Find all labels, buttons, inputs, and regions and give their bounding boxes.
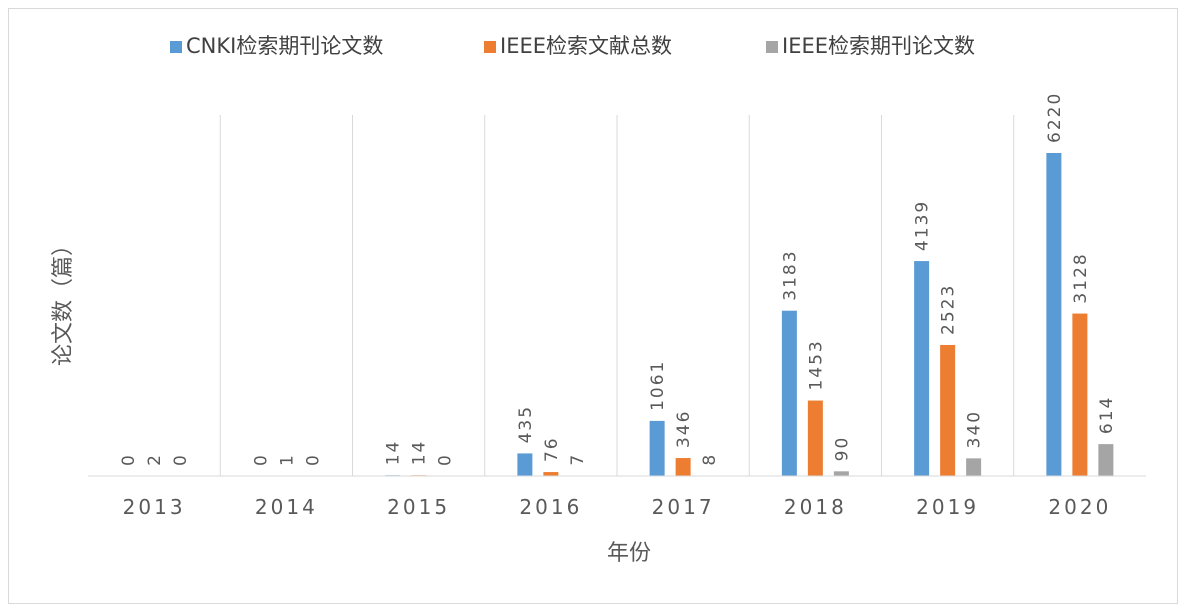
x-axis-title: 年份 (607, 541, 651, 566)
data-label: 0 (303, 453, 323, 466)
legend-swatch (484, 41, 496, 53)
chart-frame (8, 8, 1178, 604)
x-tick-label: 2014 (255, 495, 318, 519)
data-label: 3183 (780, 249, 800, 300)
data-label: 1453 (806, 339, 826, 390)
bar (1072, 313, 1088, 476)
data-label: 14 (384, 440, 404, 466)
bar (1098, 444, 1114, 476)
data-label: 0 (171, 453, 191, 466)
legend-entry: CNKI检索期刊论文数 (186, 34, 383, 58)
bar (914, 261, 930, 476)
x-tick-label: 2017 (652, 495, 715, 519)
data-label: 76 (542, 436, 562, 462)
y-axis-title: 论文数（篇） (51, 234, 76, 366)
legend-entry: IEEE检索期刊论文数 (782, 34, 975, 58)
bar (833, 471, 849, 476)
legend-swatch (170, 41, 182, 53)
data-label: 14 (410, 440, 430, 466)
bar (543, 472, 559, 476)
bar (781, 310, 797, 476)
data-label: 6220 (1045, 92, 1065, 143)
bar (675, 458, 691, 476)
bars (385, 153, 1114, 476)
bar (1046, 153, 1062, 476)
data-label: 614 (1097, 396, 1117, 434)
data-label: 1061 (648, 360, 668, 411)
data-label: 0 (119, 453, 139, 466)
legend-entry: IEEE检索文献总数 (500, 34, 672, 58)
x-tick-label: 2018 (784, 495, 847, 519)
x-tick-label: 2016 (519, 495, 582, 519)
data-label: 0 (436, 453, 456, 466)
x-tick-label: 2015 (387, 495, 450, 519)
data-label: 2 (145, 453, 165, 466)
x-tick-label: 2013 (123, 495, 186, 519)
legend-swatch (766, 41, 778, 53)
x-tick-label: 2020 (1048, 495, 1111, 519)
data-label: 346 (674, 410, 694, 448)
bar (966, 458, 982, 476)
data-label: 7 (568, 453, 588, 466)
bar (807, 400, 823, 476)
bar (940, 344, 956, 476)
gridlines (219, 115, 1015, 476)
data-label: 3128 (1071, 252, 1091, 303)
data-label: 340 (965, 410, 985, 448)
data-label: 0 (251, 453, 271, 466)
data-label: 90 (832, 436, 852, 462)
bar (649, 420, 665, 476)
data-label: 8 (700, 453, 720, 466)
data-label: 2523 (939, 284, 959, 335)
x-tick-labels: 2013 2014 2015 2016 2017 2018 2019 2020 (123, 495, 1111, 519)
data-label: 4139 (913, 200, 933, 251)
x-tick-label: 2019 (916, 495, 979, 519)
data-label: 1 (277, 453, 297, 466)
bar (517, 453, 533, 476)
legend: CNKI检索期刊论文数 IEEE检索文献总数 IEEE检索期刊论文数 (170, 34, 975, 58)
data-label: 435 (516, 405, 536, 443)
